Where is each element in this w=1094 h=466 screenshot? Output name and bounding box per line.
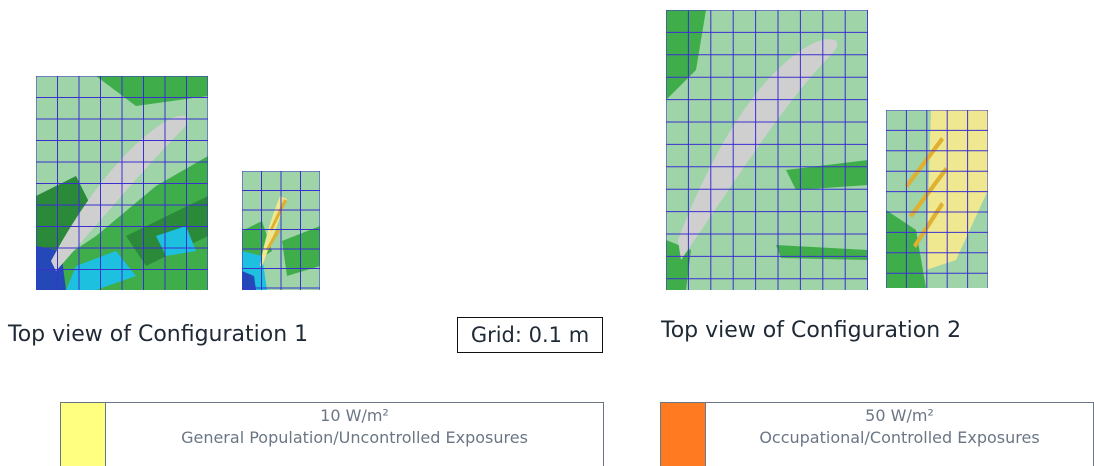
hotspot-region — [266, 229, 280, 251]
legend-description: General Population/Uncontrolled Exposure… — [181, 428, 528, 447]
grid-lines — [36, 76, 208, 290]
dark-field-region — [36, 176, 96, 256]
legend-description: Occupational/Controlled Exposures — [759, 428, 1040, 447]
legend-text: 50 W/m² Occupational/Controlled Exposure… — [706, 403, 1093, 466]
hotspot-region — [913, 202, 944, 248]
grid-lines — [666, 10, 868, 290]
legend-text: 10 W/m² General Population/Uncontrolled … — [106, 403, 603, 466]
legend-entry-10w: 10 W/m² General Population/Uncontrolled … — [60, 402, 604, 466]
config1-caption: Top view of Configuration 1 — [8, 322, 309, 347]
config2-main-map — [666, 10, 868, 290]
hotspot-region — [909, 167, 948, 218]
config2-caption: Top view of Configuration 2 — [661, 318, 962, 343]
grid-lines — [886, 110, 988, 288]
beam-region — [51, 115, 188, 271]
green-field-region — [786, 160, 868, 190]
beam-region — [678, 39, 838, 261]
legend-entry-50w: 50 W/m² Occupational/Controlled Exposure… — [660, 402, 1094, 466]
config1-main-map — [36, 76, 208, 290]
legend-value: 50 W/m² — [865, 406, 934, 425]
legend-swatch — [661, 403, 706, 466]
config2-small-map — [886, 110, 988, 288]
map-background — [666, 10, 868, 290]
hotspot-region — [270, 199, 287, 231]
legend-value: 10 W/m² — [320, 406, 389, 425]
beam-region — [926, 110, 988, 270]
grid-size-label: Grid: 0.1 m — [457, 317, 603, 353]
blue-field-region — [242, 271, 256, 290]
grid-lines — [242, 171, 320, 290]
hotspot-region — [905, 137, 944, 188]
legend-swatch — [61, 403, 106, 466]
config1-small-map — [242, 171, 320, 290]
